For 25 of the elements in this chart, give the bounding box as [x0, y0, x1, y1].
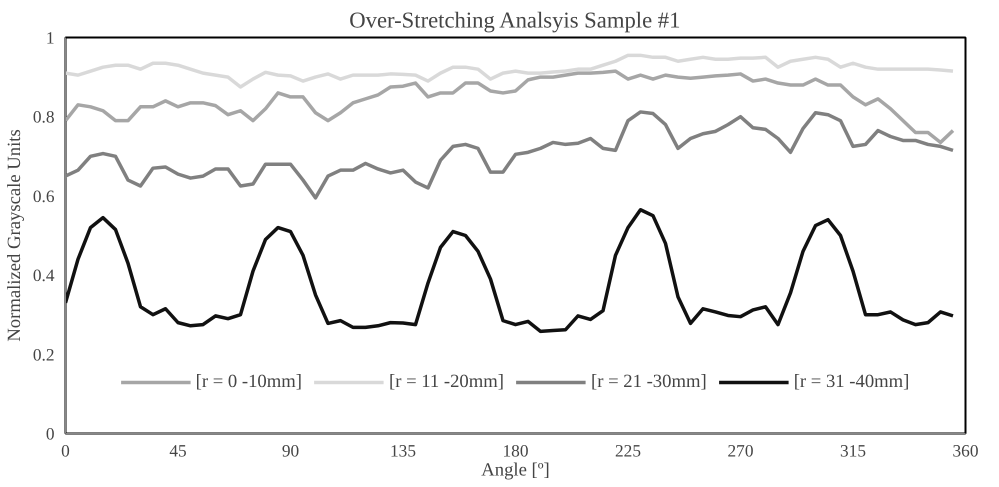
x-tick-label: 135: [390, 442, 416, 460]
legend-label: [r = 31 -40mm]: [794, 371, 910, 393]
y-tick-label: 0: [46, 424, 55, 444]
x-tick-label: 180: [502, 442, 529, 460]
legend-label: [r = 0 -10mm]: [196, 371, 302, 393]
x-tick-label: 90: [282, 442, 300, 460]
y-tick-label: 0.4: [32, 266, 55, 286]
line-series: [66, 54, 955, 89]
x-tick-label: 45: [169, 442, 187, 460]
line-series: [66, 208, 955, 334]
line-series: [66, 69, 955, 144]
x-tick-label: 225: [615, 442, 642, 460]
y-axis-title: Normalized Grayscale Units: [4, 129, 25, 342]
x-tick-label: 0: [61, 442, 70, 460]
x-tick-label: 360: [952, 442, 979, 460]
x-tick-label: 315: [840, 442, 866, 460]
x-tick-label: 270: [728, 442, 754, 460]
y-tick-label: 1: [46, 28, 55, 48]
legend-label: [r = 21 -30mm]: [590, 371, 707, 393]
legend-label: [r = 11 -20mm]: [388, 371, 504, 393]
y-tick-label: 0.2: [32, 345, 55, 364]
y-tick-label: 0.8: [32, 108, 55, 127]
x-axis-title: Angle [º]: [481, 460, 550, 480]
y-tick-label: 0.6: [32, 186, 55, 206]
chart-title: Over-Stretching Analsyis Sample #1: [349, 8, 680, 32]
